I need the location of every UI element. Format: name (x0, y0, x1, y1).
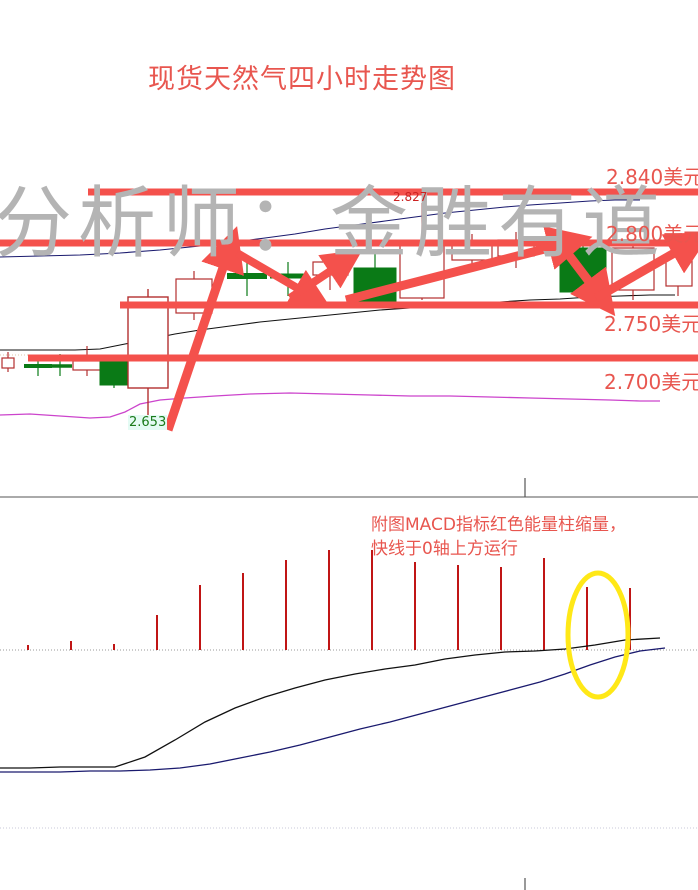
candle (227, 261, 267, 296)
trend-arrows (163, 226, 698, 432)
candle (1, 352, 15, 372)
candle (127, 289, 169, 416)
ma-navy-line (0, 199, 640, 258)
candle (399, 203, 445, 300)
macd-dif-line (0, 637, 661, 769)
macd-highlight-ellipse (565, 570, 631, 700)
ma-black-line (0, 294, 675, 351)
macd-dea-line (0, 647, 666, 773)
ma-magenta-line (0, 392, 660, 419)
